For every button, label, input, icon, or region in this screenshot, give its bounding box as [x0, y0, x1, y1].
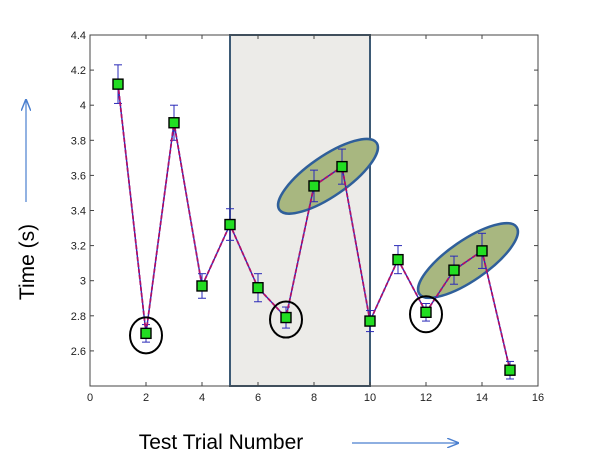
data-point: [168, 117, 180, 129]
x-tick-label: 0: [87, 392, 93, 404]
x-tick-label: 14: [476, 392, 488, 404]
x-tick-label: 4: [199, 392, 205, 404]
circled-point: [269, 300, 303, 339]
data-point: [252, 282, 264, 294]
data-point: [112, 78, 124, 90]
data-point: [392, 253, 404, 266]
data-point: [196, 280, 208, 292]
data-point: [364, 315, 376, 327]
y-tick-label: 4.4: [71, 30, 86, 42]
data-point: [224, 218, 236, 231]
y-tick-label: 2.8: [71, 311, 86, 323]
x-tick-label: 8: [311, 392, 317, 404]
data-point: [140, 327, 152, 340]
y-tick-label: 4: [80, 100, 86, 112]
x-tick-label: 12: [420, 392, 432, 404]
circled-point: [129, 316, 163, 355]
y-axis-title: Time (s): [16, 224, 39, 300]
circled-point: [409, 295, 443, 334]
data-point: [336, 160, 348, 173]
data-point: [448, 264, 460, 276]
data-point: [420, 306, 432, 318]
x-tick-label: 16: [532, 392, 544, 404]
data-point: [308, 180, 320, 192]
y-tick-label: 3.8: [71, 135, 86, 147]
x-axis-title: Test Trial Number: [139, 431, 304, 454]
x-tick-label: 6: [255, 392, 261, 404]
y-tick-label: 4.2: [71, 65, 86, 77]
series-line-dashed: [117, 84, 511, 371]
x-tick-label: 2: [143, 392, 149, 404]
data-point: [476, 245, 488, 257]
y-tick-label: 3.2: [71, 241, 86, 253]
y-tick-label: 2.6: [71, 346, 86, 358]
y-tick-label: 3: [80, 276, 86, 288]
y-tick-label: 3.6: [71, 170, 86, 182]
x-tick-label: 10: [364, 392, 376, 404]
data-point: [280, 311, 292, 324]
y-tick-label: 3.4: [71, 206, 86, 218]
data-point: [504, 364, 516, 376]
